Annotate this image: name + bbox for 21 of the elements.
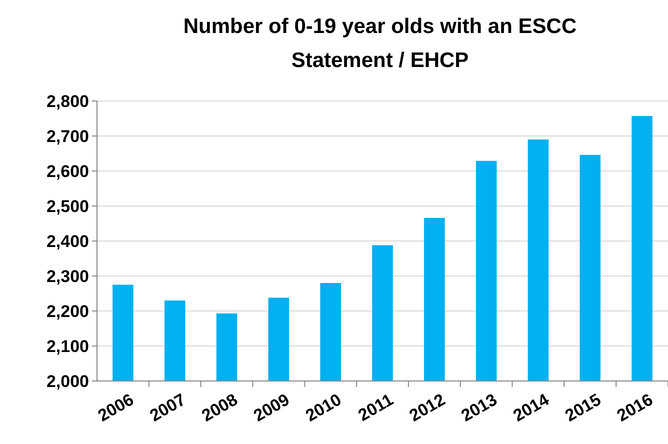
x-tick-label: 2012 xyxy=(406,390,448,426)
y-tick-label: 2,700 xyxy=(46,126,89,146)
y-tick-label: 2,000 xyxy=(46,372,89,391)
x-tick-label: 2011 xyxy=(355,390,396,425)
y-tick-label: 2,800 xyxy=(46,92,89,111)
x-tick-label: 2015 xyxy=(562,390,604,426)
x-tick-label: 2007 xyxy=(146,390,189,426)
x-tick-label: 2009 xyxy=(250,390,293,426)
x-tick-label: 2016 xyxy=(614,390,656,426)
chart-title: Number of 0-19 year olds with an ESCC Statement / EHCP xyxy=(183,15,577,72)
y-tick-label: 2,100 xyxy=(46,336,89,356)
y-tick-label: 2,200 xyxy=(46,302,89,321)
x-tick-label: 2008 xyxy=(198,390,241,426)
y-tick-label: 2,600 xyxy=(46,162,89,181)
x-tick-label: 2013 xyxy=(458,390,500,426)
x-tick-label: 2006 xyxy=(94,390,137,426)
x-tick-label: 2010 xyxy=(302,390,345,426)
y-tick-label: 2,500 xyxy=(46,196,89,216)
y-tick-label: 2,400 xyxy=(46,232,89,251)
y-tick-label: 2,300 xyxy=(46,266,89,286)
x-tick-label: 2014 xyxy=(510,390,553,426)
